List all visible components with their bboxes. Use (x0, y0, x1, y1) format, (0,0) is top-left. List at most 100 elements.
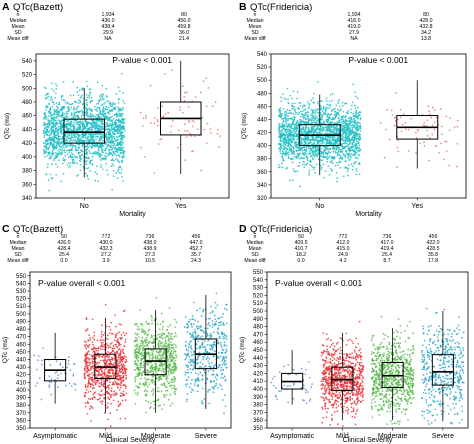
data-point (295, 150, 298, 152)
data-point (282, 149, 284, 151)
data-point (353, 91, 356, 94)
data-point (97, 180, 99, 182)
data-point (91, 162, 94, 165)
data-point (91, 387, 94, 390)
data-point (77, 94, 80, 97)
data-point (329, 121, 331, 124)
stats-cell: 447.0 (190, 240, 203, 246)
stats-cell: 432.8 (420, 24, 433, 30)
data-point (102, 334, 105, 336)
data-point (115, 125, 117, 128)
data-point (118, 341, 120, 344)
data-point (48, 189, 51, 192)
data-point (336, 162, 338, 164)
data-point (337, 102, 339, 105)
data-point (324, 107, 327, 110)
data-point (286, 148, 289, 151)
data-point (112, 101, 114, 104)
data-point (350, 104, 353, 107)
stats-cell: 736 (146, 234, 155, 240)
data-point (349, 127, 351, 130)
data-point (101, 370, 103, 373)
data-point (92, 124, 95, 127)
data-point (67, 149, 70, 152)
box-iqr (298, 124, 341, 147)
data-point (348, 139, 350, 142)
data-point (328, 117, 331, 120)
data-point (50, 122, 53, 125)
data-point (91, 407, 94, 409)
data-point (65, 384, 67, 387)
data-point (341, 157, 343, 160)
data-point (93, 105, 96, 108)
data-point (320, 107, 322, 110)
data-point (81, 94, 83, 97)
data-point (91, 115, 94, 118)
data-point (89, 338, 92, 341)
data-point (322, 151, 325, 154)
data-point (84, 161, 87, 163)
data-point (108, 154, 110, 156)
data-point (55, 137, 58, 140)
data-point (83, 377, 86, 380)
data-point (94, 396, 96, 399)
data-point (113, 359, 116, 361)
data-point (297, 136, 300, 139)
data-point (106, 384, 109, 387)
data-point (105, 342, 108, 345)
stats-cell: 438.9 (144, 246, 157, 252)
data-point (307, 126, 310, 129)
data-point (92, 343, 94, 346)
data-point (86, 125, 89, 128)
data-point (93, 141, 96, 143)
data-point (94, 171, 97, 173)
data-point (307, 137, 310, 139)
data-point (118, 161, 121, 164)
data-point (60, 131, 63, 133)
data-point (301, 106, 304, 109)
data-point (305, 146, 308, 148)
data-point (99, 145, 102, 147)
box-no (63, 88, 106, 178)
data-point (118, 323, 121, 325)
data-point (111, 358, 114, 360)
data-point (288, 117, 291, 120)
data-point (300, 156, 303, 159)
data-point (346, 140, 349, 143)
data-point (332, 118, 335, 120)
data-point (81, 123, 84, 126)
data-point (59, 138, 62, 140)
data-point (278, 108, 280, 111)
data-point (70, 106, 73, 109)
data-point (83, 367, 86, 370)
data-point (60, 95, 63, 97)
data-point (184, 123, 186, 126)
data-point (99, 110, 102, 113)
data-point (50, 130, 53, 133)
data-point (82, 124, 85, 127)
data-point (85, 102, 88, 104)
data-point (320, 136, 323, 139)
data-point (106, 376, 109, 378)
data-point (344, 160, 347, 163)
data-point (346, 136, 349, 139)
data-point (95, 373, 97, 376)
stats-row-label: Median (9, 18, 26, 24)
data-point (205, 77, 208, 79)
data-point (338, 119, 340, 122)
data-point (341, 137, 343, 140)
data-point (358, 144, 361, 147)
data-point (86, 122, 89, 124)
data-point (297, 154, 300, 157)
data-point (327, 132, 329, 135)
data-point (288, 140, 290, 143)
data-point (350, 116, 353, 119)
data-point (416, 129, 419, 131)
data-point (99, 98, 101, 101)
data-point (94, 179, 97, 182)
data-point (64, 134, 67, 137)
data-point (287, 124, 290, 127)
data-point (329, 132, 332, 135)
data-point (105, 141, 108, 144)
data-point (46, 96, 48, 99)
